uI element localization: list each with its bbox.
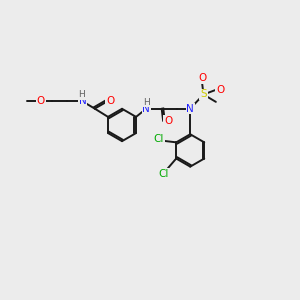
Text: H: H xyxy=(78,90,85,99)
Text: S: S xyxy=(200,89,207,100)
Text: O: O xyxy=(106,96,115,106)
Text: Cl: Cl xyxy=(153,134,164,143)
Text: Cl: Cl xyxy=(159,169,169,179)
Text: O: O xyxy=(164,116,172,126)
Text: O: O xyxy=(216,85,224,95)
Text: N: N xyxy=(142,103,150,114)
Text: H: H xyxy=(144,98,150,107)
Text: O: O xyxy=(198,73,206,83)
Text: O: O xyxy=(37,96,45,106)
Text: N: N xyxy=(186,103,194,114)
Text: N: N xyxy=(79,96,86,106)
